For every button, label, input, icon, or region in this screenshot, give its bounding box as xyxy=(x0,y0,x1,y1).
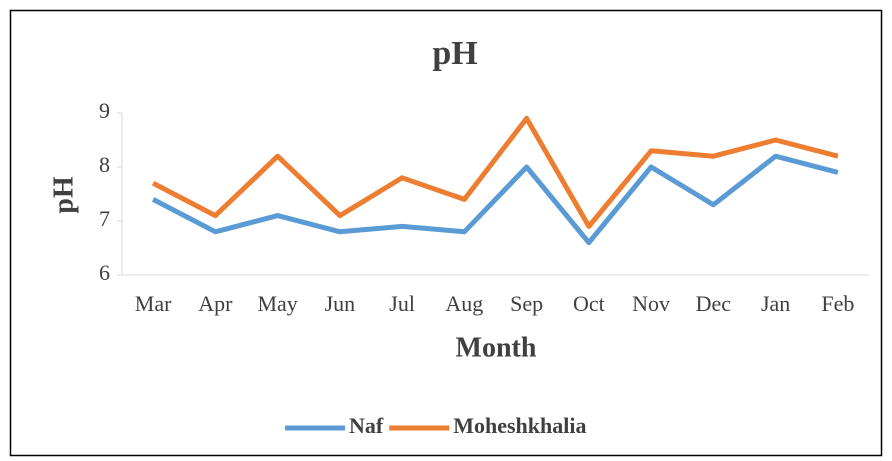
x-tick-label: Jul xyxy=(389,291,415,316)
x-tick-label: Apr xyxy=(198,291,233,316)
y-tick-label: 8 xyxy=(99,152,110,177)
x-tick-label: Feb xyxy=(821,291,854,316)
line-series xyxy=(151,115,839,229)
y-tick-label: 6 xyxy=(99,260,110,285)
legend-label: Moheshkhalia xyxy=(453,413,586,438)
x-tick-label: Jun xyxy=(325,291,356,316)
x-tick-label: Dec xyxy=(696,291,732,316)
chart-title: pH xyxy=(432,35,477,72)
x-tick-label: Jan xyxy=(761,291,790,316)
x-tick-label: Sep xyxy=(510,291,543,316)
x-tick-label: Mar xyxy=(135,291,172,316)
chart-border xyxy=(9,9,883,457)
x-tick-label: Nov xyxy=(632,291,670,316)
legend-label: Naf xyxy=(349,413,384,438)
x-tick-label: Aug xyxy=(445,291,483,316)
x-axis-label: Month xyxy=(456,332,537,363)
y-axis-label: pH xyxy=(48,176,79,214)
x-tick-label: Oct xyxy=(573,291,605,316)
line-series xyxy=(151,153,839,246)
y-tick-label: 7 xyxy=(99,206,110,231)
x-tick-label: May xyxy=(257,291,297,316)
y-tick-label: 9 xyxy=(99,98,110,123)
